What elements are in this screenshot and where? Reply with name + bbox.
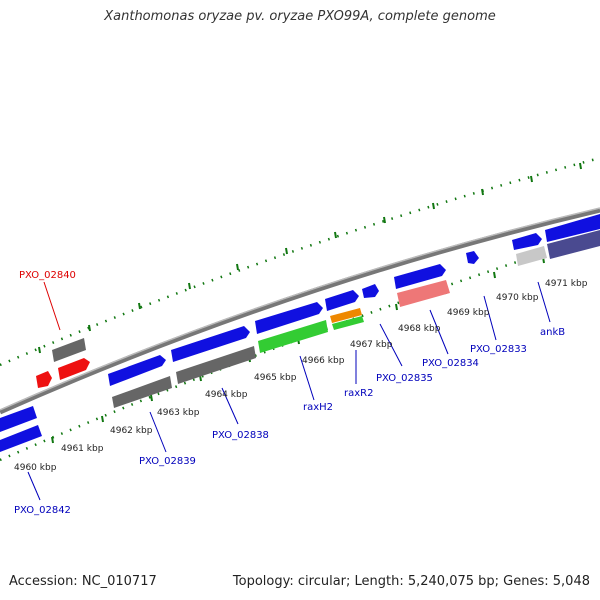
gene-blue-6 xyxy=(394,264,446,289)
kbp-4964: 4964 kbp xyxy=(205,390,248,400)
kbp-4971: 4971 kbp xyxy=(545,279,588,289)
gene-ankb xyxy=(547,230,600,259)
kbp-4969: 4969 kbp xyxy=(447,308,490,318)
label-raxh2[interactable]: raxH2 xyxy=(303,402,333,413)
gene-pxo02842 xyxy=(0,425,42,452)
kbp-4967: 4967 kbp xyxy=(350,340,393,350)
label-leaders xyxy=(27,281,551,501)
label-pxo02835[interactable]: PXO_02835 xyxy=(376,373,433,384)
label-pxo02840[interactable]: PXO_02840 xyxy=(19,270,76,281)
gene-blue-2 xyxy=(171,326,250,362)
label-raxr2[interactable]: raxR2 xyxy=(344,388,373,399)
topology-label: Topology: circular; Length: 5,240,075 bp… xyxy=(232,574,590,589)
gene-blue-7 xyxy=(466,251,479,264)
gene-pxo02834 xyxy=(397,280,450,307)
reverse-strand-genes xyxy=(0,230,600,452)
gene-orange xyxy=(330,308,362,323)
label-ankb[interactable]: ankB xyxy=(540,327,565,338)
label-pxo02839[interactable]: PXO_02839 xyxy=(139,456,196,467)
label-pxo02834[interactable]: PXO_02834 xyxy=(422,358,479,369)
gene-light-gray xyxy=(516,246,547,266)
gene-blue-4 xyxy=(325,290,359,311)
label-pxo02838[interactable]: PXO_02838 xyxy=(212,430,269,441)
gene-raxr2 xyxy=(332,316,364,330)
gene-pxo02839 xyxy=(112,376,172,408)
kbp-4960: 4960 kbp xyxy=(14,463,57,473)
gene-blue-9 xyxy=(545,214,600,242)
gene-blue-8 xyxy=(512,233,542,250)
kbp-4961: 4961 kbp xyxy=(61,444,104,454)
forward-strand-genes xyxy=(36,214,600,388)
kbp-4962: 4962 kbp xyxy=(110,426,153,436)
gene-gray-upper-1 xyxy=(52,338,86,362)
label-pxo02842[interactable]: PXO_02842 xyxy=(14,505,71,516)
accession-label: Accession: NC_010717 xyxy=(9,574,157,589)
kbp-4968: 4968 kbp xyxy=(398,324,441,334)
kbp-4965: 4965 kbp xyxy=(254,373,297,383)
genome-backbone xyxy=(0,207,600,415)
kbp-4966: 4966 kbp xyxy=(302,356,345,366)
gene-blue-3 xyxy=(255,302,323,334)
gene-blue-5 xyxy=(362,284,379,298)
gene-blue-1 xyxy=(108,355,166,386)
label-pxo02833[interactable]: PXO_02833 xyxy=(470,344,527,355)
gene-raxh2 xyxy=(258,320,328,353)
gene-blue-left-1 xyxy=(0,406,37,432)
gene-pxo02838 xyxy=(176,346,256,384)
gene-red-small xyxy=(36,371,52,388)
map-title: Xanthomonas oryzae pv. oryzae PXO99A, co… xyxy=(104,9,496,24)
kbp-4970: 4970 kbp xyxy=(496,293,539,303)
gene-pxo02840 xyxy=(58,358,90,380)
kbp-4963: 4963 kbp xyxy=(157,408,200,418)
